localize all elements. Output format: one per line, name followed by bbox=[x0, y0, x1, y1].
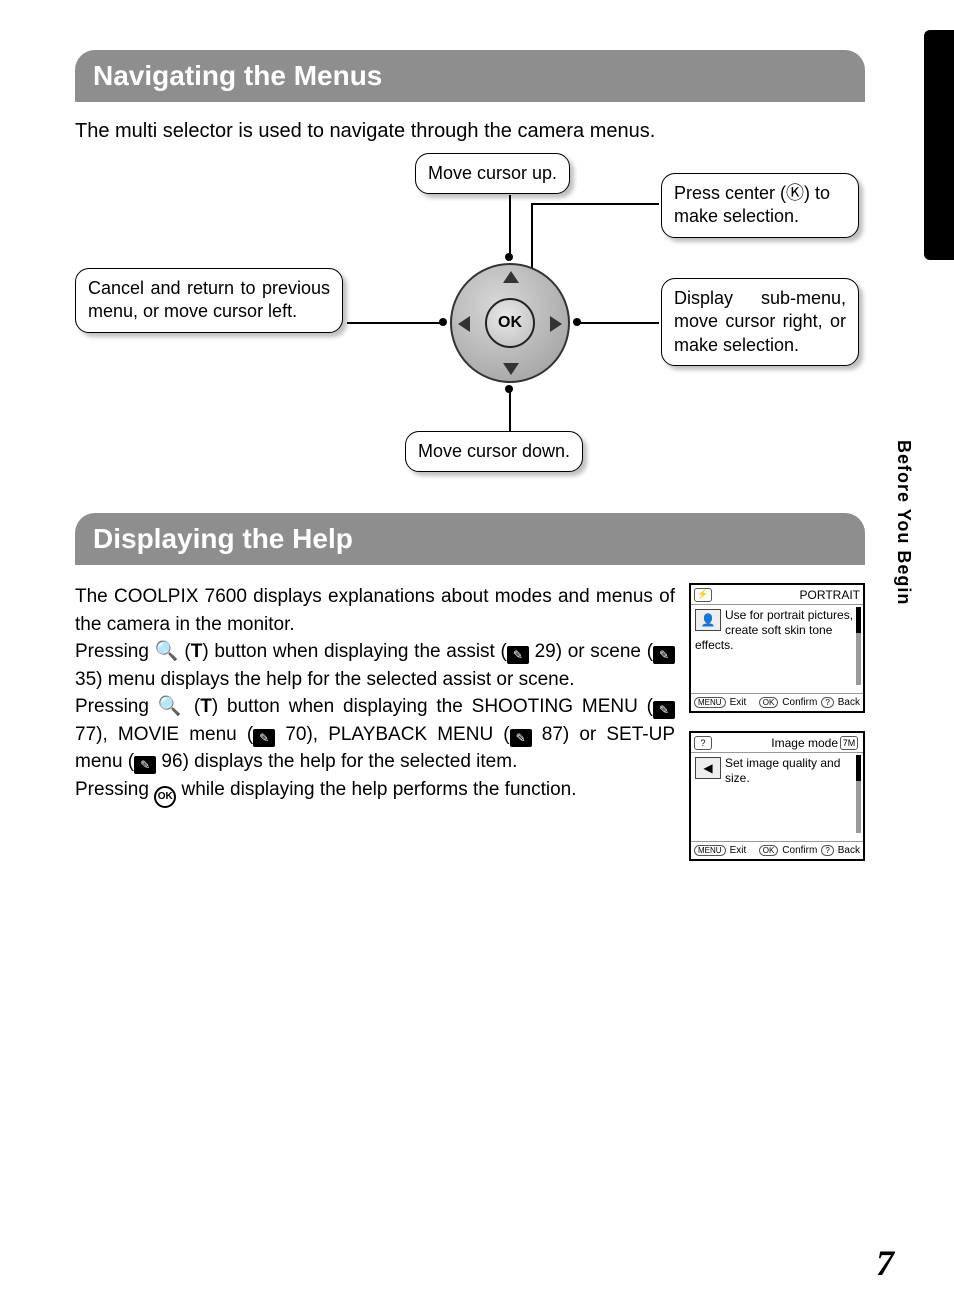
callout-center: Press center (Ⓚ) to make selection. bbox=[661, 173, 859, 238]
para2-mid: ) button when displaying the SHOOTING ME… bbox=[212, 696, 653, 717]
screen2-title: Image mode bbox=[714, 736, 838, 750]
back-label: Back bbox=[838, 845, 860, 856]
para1b-mid2: ) or scene ( bbox=[556, 641, 653, 662]
para1b-pre: Pressing bbox=[75, 641, 155, 662]
dot-left bbox=[439, 318, 447, 326]
multi-selector-icon: OK bbox=[450, 263, 570, 383]
badge-7m: 7M bbox=[840, 736, 858, 750]
multi-selector-diagram: Move cursor up. Cancel and return to pre… bbox=[75, 153, 865, 483]
screen1-title: PORTRAIT bbox=[714, 588, 860, 602]
callout-up: Move cursor up. bbox=[415, 153, 570, 194]
section2-header: Displaying the Help bbox=[75, 513, 865, 565]
back-label: Back bbox=[838, 697, 860, 708]
para1a: The COOLPIX 7600 displays explanations a… bbox=[75, 586, 675, 635]
para3-pre: Pressing bbox=[75, 779, 154, 800]
page-ref-icon: ✎ bbox=[510, 729, 532, 747]
screen2-body: Set image quality and size. bbox=[725, 756, 840, 785]
ref77: 77 bbox=[75, 724, 96, 745]
para1b-end: ) menu displays the help for the selecte… bbox=[96, 669, 574, 690]
page-ref-icon: ✎ bbox=[134, 756, 156, 774]
exit-label: Exit bbox=[730, 845, 747, 856]
down-arrow-icon bbox=[503, 363, 519, 375]
section1-intro: The multi selector is used to navigate t… bbox=[75, 120, 865, 143]
para2-pre: Pressing bbox=[75, 696, 158, 717]
leader-left bbox=[347, 322, 442, 324]
callout-down: Move cursor down. bbox=[405, 431, 583, 472]
side-tab: Before You Begin bbox=[884, 0, 954, 1250]
menu-chip: MENU bbox=[694, 697, 726, 708]
ok-button-icon: OK bbox=[485, 298, 535, 348]
section1-header: Navigating the Menus bbox=[75, 50, 865, 102]
page-ref-icon: ✎ bbox=[653, 646, 675, 664]
para3-end: while displaying the help performs the f… bbox=[181, 779, 576, 800]
thumb-tab bbox=[924, 30, 954, 260]
zoom-icon: 🔍 bbox=[158, 696, 185, 717]
page-number: 7 bbox=[876, 1242, 894, 1284]
leader-up bbox=[509, 195, 511, 257]
leader-right bbox=[575, 322, 659, 324]
left-arrow-icon bbox=[458, 316, 470, 332]
scrollbar bbox=[856, 607, 861, 685]
ok-chip: OK bbox=[759, 697, 779, 708]
ok-inline-icon: OK bbox=[154, 786, 176, 808]
scrollbar bbox=[856, 755, 861, 833]
leader-down bbox=[509, 389, 511, 431]
portrait-icon: 👤 bbox=[695, 609, 721, 631]
ref29: 29 bbox=[535, 641, 556, 662]
callout-right: Display sub-menu, move cursor right, or … bbox=[661, 278, 859, 366]
page-content: Navigating the Menus The multi selector … bbox=[0, 0, 870, 861]
section-side-label: Before You Begin bbox=[893, 440, 914, 605]
right-arrow-icon bbox=[550, 316, 562, 332]
para2-mid2: ), MOVIE menu ( bbox=[96, 724, 253, 745]
mode-icon: ⚡ bbox=[694, 588, 712, 602]
ref96: 96 bbox=[161, 751, 182, 772]
mode-icon: ? bbox=[694, 736, 712, 750]
help-body-text: The COOLPIX 7600 displays explanations a… bbox=[75, 583, 675, 861]
confirm-label: Confirm bbox=[782, 697, 817, 708]
dot-right bbox=[573, 318, 581, 326]
t-label2: T bbox=[200, 696, 212, 717]
para2-end: ) displays the help for the selected ite… bbox=[183, 751, 518, 772]
image-mode-icon: ◀ bbox=[695, 757, 721, 779]
ref70: 70 bbox=[285, 724, 306, 745]
q-chip: ? bbox=[821, 845, 833, 856]
zoom-icon: 🔍 bbox=[155, 641, 179, 662]
para1b-mid: ) button when displaying the assist ( bbox=[202, 641, 507, 662]
leader-center-h bbox=[531, 203, 659, 205]
dot-down bbox=[505, 385, 513, 393]
section2: Displaying the Help The COOLPIX 7600 dis… bbox=[75, 513, 870, 861]
screen2-footer: MENU Exit OK Confirm ? Back bbox=[691, 841, 863, 859]
menu-chip: MENU bbox=[694, 845, 726, 856]
confirm-label: Confirm bbox=[782, 845, 817, 856]
screen1-footer: MENU Exit OK Confirm ? Back bbox=[691, 693, 863, 711]
callout-left: Cancel and return to previous menu, or m… bbox=[75, 268, 343, 333]
para2-mid3: ), PLAYBACK MENU ( bbox=[306, 724, 509, 745]
t-label: T bbox=[191, 641, 203, 662]
screen-image-mode: ? Image mode 7M ◀ Set image quality and … bbox=[689, 731, 865, 861]
dot-up bbox=[505, 253, 513, 261]
page-ref-icon: ✎ bbox=[253, 729, 275, 747]
ref35: 35 bbox=[75, 669, 96, 690]
up-arrow-icon bbox=[503, 271, 519, 283]
q-chip: ? bbox=[821, 697, 833, 708]
page-ref-icon: ✎ bbox=[507, 646, 529, 664]
ref87: 87 bbox=[542, 724, 563, 745]
screen-portrait: ⚡ PORTRAIT 👤 Use for portrait pictures, … bbox=[689, 583, 865, 713]
exit-label: Exit bbox=[730, 697, 747, 708]
page-ref-icon: ✎ bbox=[653, 701, 675, 719]
ok-chip: OK bbox=[759, 845, 779, 856]
example-screens: ⚡ PORTRAIT 👤 Use for portrait pictures, … bbox=[689, 583, 865, 861]
